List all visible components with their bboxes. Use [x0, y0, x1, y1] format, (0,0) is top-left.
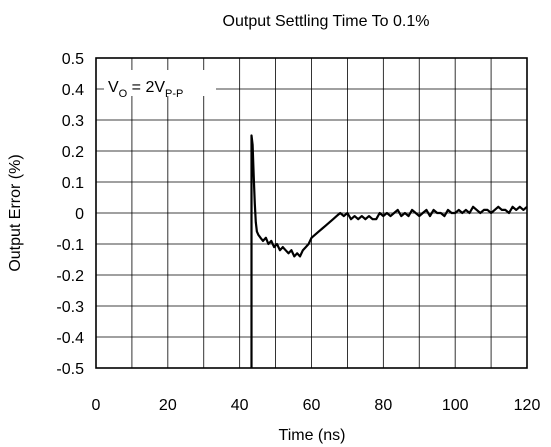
plot-frame — [95, 57, 528, 369]
annotation-middle: = 2V — [127, 79, 165, 96]
y-tick-label: -0.4 — [56, 330, 84, 347]
gridlines — [96, 58, 527, 368]
chart-title: Output Settling Time To 0.1% — [223, 13, 430, 30]
x-tick-label: 0 — [92, 397, 101, 414]
y-tick-label: 0.2 — [62, 144, 84, 161]
y-tick-label: -0.5 — [56, 361, 84, 378]
x-tick-label: 100 — [442, 397, 469, 414]
x-axis-label: Time (ns) — [279, 427, 346, 444]
y-tick-label: -0.3 — [56, 299, 84, 316]
annotation-subscript-o: O — [119, 88, 128, 100]
series-line — [250, 134, 528, 368]
y-tick-label: 0 — [75, 206, 84, 223]
series-layer — [250, 134, 528, 368]
x-tick-label: 120 — [514, 397, 541, 414]
y-tick-label: -0.2 — [56, 268, 84, 285]
x-tick-label: 60 — [303, 397, 321, 414]
annotation-background — [104, 70, 216, 96]
annotation-base: V — [108, 79, 119, 96]
y-axis-label: Output Error (%) — [7, 154, 24, 271]
x-axis-ticks: 0 20 40 60 80 100 120 — [92, 397, 541, 414]
annotation-text: VO = 2VP-P — [108, 79, 183, 100]
annotation-subscript-pp: P-P — [165, 88, 183, 100]
y-tick-label: 0.5 — [62, 51, 84, 68]
x-tick-label: 80 — [374, 397, 392, 414]
y-tick-label: 0.4 — [62, 82, 84, 99]
x-tick-label: 40 — [231, 397, 249, 414]
y-tick-label: 0.3 — [62, 113, 84, 130]
y-axis-ticks: 0.5 0.4 0.3 0.2 0.1 0 -0.1 -0.2 -0.3 -0.4 -0.5 — [56, 51, 84, 378]
x-tick-label: 20 — [159, 397, 177, 414]
y-tick-label: -0.1 — [56, 237, 84, 254]
y-tick-label: 0.1 — [62, 175, 84, 192]
